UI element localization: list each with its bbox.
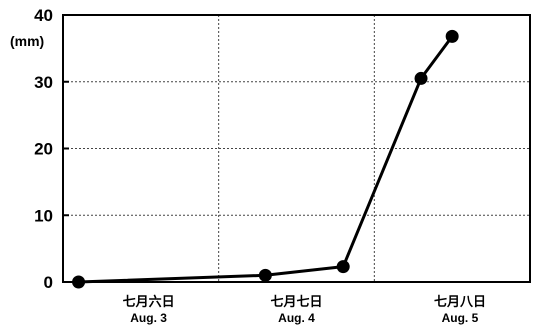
x-tick-label-en-0: Aug. 3 — [130, 311, 167, 325]
data-point-0-2 — [336, 260, 350, 274]
y-tick-label-3: 30 — [34, 73, 53, 92]
x-tick-label-jp-2: 七月八日 — [434, 294, 486, 309]
series-layer — [72, 29, 459, 289]
y-tick-label-1: 10 — [34, 206, 53, 225]
series-line-0 — [78, 35, 454, 284]
y-tick-label-4: 40 — [34, 6, 53, 25]
x-tick-label-en-1: Aug. 4 — [278, 311, 315, 325]
x-tick-label-en-2: Aug. 5 — [442, 311, 479, 325]
data-point-0-0 — [72, 275, 86, 289]
data-point-0-4 — [445, 29, 459, 43]
y-tick-label-2: 20 — [34, 140, 53, 159]
unit-label: (mm) — [10, 33, 44, 49]
x-tick-label-jp-0: 七月六日 — [123, 294, 175, 309]
axis-layer — [62, 14, 531, 283]
grid-layer — [63, 15, 530, 282]
data-point-0-3 — [414, 71, 428, 85]
data-point-0-1 — [258, 268, 272, 282]
y-tick-label-0: 0 — [44, 273, 53, 292]
x-tick-label-jp-1: 七月七日 — [270, 294, 322, 309]
label-layer: 0 10 20 30 40 (mm) 七月六日 Aug. 3 七月七日 Aug. 4 七月八日 Aug… — [10, 6, 486, 325]
